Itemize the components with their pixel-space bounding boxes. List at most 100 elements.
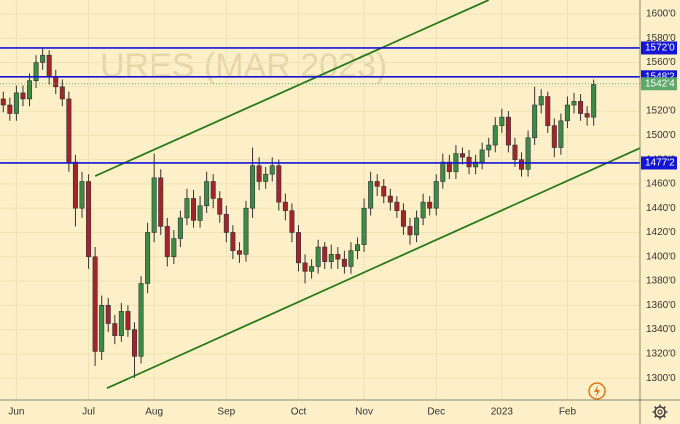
candle-body — [79, 181, 85, 209]
candle-body — [374, 181, 380, 187]
candle-body — [322, 246, 328, 262]
candle-body — [335, 254, 341, 260]
candle-body — [407, 226, 413, 236]
y-tick-label: 1520'0 — [646, 106, 676, 117]
candle-body — [328, 254, 334, 262]
candle-body — [256, 165, 262, 182]
y-tick-label: 1380'0 — [646, 276, 676, 287]
candle-body — [341, 258, 347, 267]
candle-body — [479, 149, 485, 163]
axes: 1300'0 1320'0 1340'0 1360'0 1380'0 1400'0 1420… — [8, 9, 677, 418]
candle-body — [263, 173, 269, 182]
candle-body — [545, 96, 551, 126]
candle-body — [414, 217, 420, 236]
candle-body — [99, 305, 105, 352]
candle-body — [394, 201, 400, 211]
candle-body — [440, 161, 446, 182]
candle-body — [7, 104, 13, 114]
candle-body — [381, 186, 387, 197]
candle-body — [230, 232, 236, 251]
y-tick-label: 1340'0 — [646, 324, 676, 335]
candle-body — [486, 144, 492, 151]
candle-body — [59, 86, 65, 100]
x-tick-label: Aug — [145, 407, 163, 418]
candle-body — [158, 177, 164, 227]
candle-body — [558, 120, 564, 148]
x-tick-label: 2023 — [491, 407, 514, 418]
y-tick-label: 1400'0 — [646, 251, 676, 262]
candle-body — [591, 84, 597, 118]
candle-body — [177, 217, 183, 239]
y-tick-label: 1320'0 — [646, 349, 676, 360]
y-tick-label: 1460'0 — [646, 179, 676, 190]
candle-body — [0, 98, 6, 106]
candle-body — [499, 116, 505, 126]
candle-body — [295, 232, 301, 264]
settings-icon[interactable] — [652, 404, 668, 420]
candle-body — [446, 161, 452, 173]
candle-body — [223, 213, 229, 233]
alert-icon[interactable] — [588, 382, 606, 400]
candle-body — [243, 207, 249, 255]
price-label-box — [641, 77, 677, 91]
candle-body — [571, 101, 577, 106]
candle-body — [538, 96, 544, 106]
x-tick-label: Feb — [559, 407, 577, 418]
candle-body — [276, 165, 282, 203]
candle-body — [204, 181, 210, 207]
candle-body — [505, 116, 511, 146]
candle-body — [217, 198, 223, 215]
candle-body — [46, 54, 52, 78]
candle-body — [578, 101, 584, 114]
candle-body — [584, 113, 590, 118]
candle-body — [92, 256, 98, 352]
y-tick-label: 1580'0 — [646, 33, 676, 44]
candle-body — [269, 165, 275, 175]
y-tick-label: 1600'0 — [646, 9, 676, 20]
candle-body — [33, 62, 39, 82]
candle-body — [105, 305, 111, 324]
y-tick-label: 1560'0 — [646, 57, 676, 68]
candle-body — [492, 125, 498, 146]
plot — [0, 0, 640, 390]
x-tick-label: Jun — [8, 407, 24, 418]
candle-body — [459, 153, 465, 158]
candle-body — [420, 201, 426, 219]
candle-body — [112, 323, 118, 336]
y-tick-label: 1500'0 — [646, 130, 676, 141]
x-tick-label: Nov — [355, 407, 373, 418]
candle-body — [289, 210, 295, 233]
candle-body — [348, 250, 354, 267]
y-tick-label: 1300'0 — [646, 373, 676, 384]
candle-body — [236, 250, 242, 255]
candle-body — [400, 210, 406, 227]
candle-body — [171, 238, 177, 258]
candle-body — [210, 181, 216, 199]
candle-body — [197, 205, 203, 221]
candle-body — [427, 201, 433, 209]
price-label-box — [641, 156, 677, 170]
candle-body — [525, 137, 531, 170]
candle-body — [40, 54, 46, 63]
price-label: 1542'4 — [645, 78, 675, 89]
candle-body — [433, 181, 439, 209]
candle-body — [309, 266, 315, 272]
price-label: 1548'2 — [645, 71, 675, 82]
y-tick-label: 1360'0 — [646, 300, 676, 311]
candle-body — [53, 76, 59, 88]
candle-body — [145, 232, 151, 284]
candle-body — [191, 198, 197, 221]
candle-body — [368, 181, 374, 209]
candle-body — [151, 177, 157, 233]
candle-body — [466, 156, 472, 168]
candle-body — [131, 329, 137, 357]
candle-body — [118, 311, 124, 336]
candle-body — [387, 195, 393, 203]
y-tick-label: 1440'0 — [646, 203, 676, 214]
candle-body — [27, 80, 33, 100]
x-tick-label: Jul — [82, 407, 95, 418]
candle-body — [532, 104, 538, 139]
price-label: 1572'0 — [645, 43, 675, 54]
